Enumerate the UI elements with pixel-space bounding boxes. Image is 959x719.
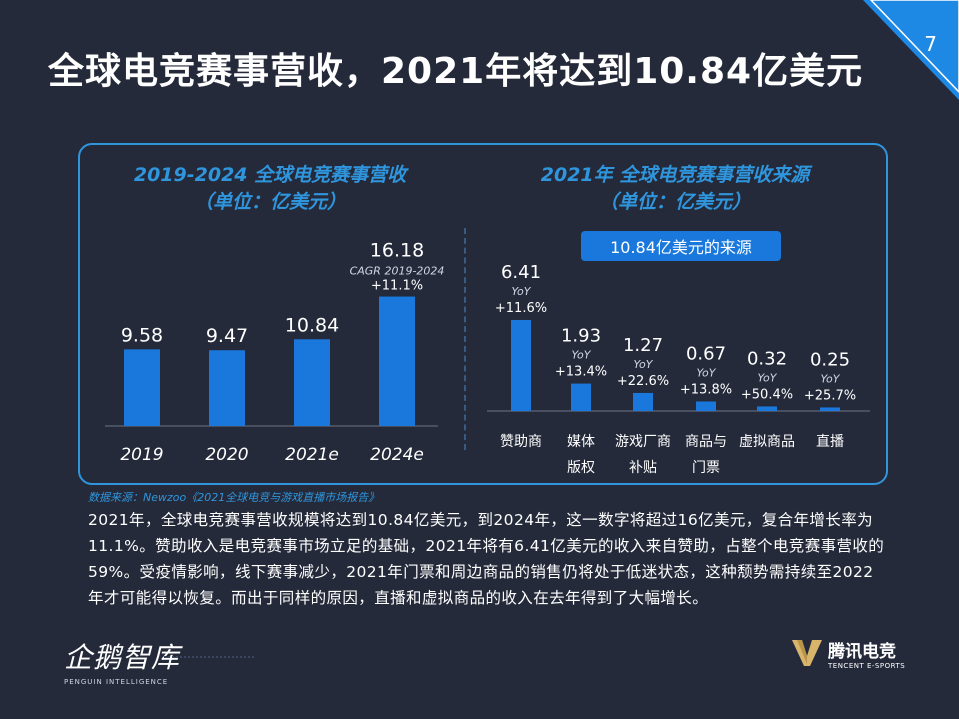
left-bar-2019 [124,349,160,426]
right-yoy-value: +13.4% [555,365,607,380]
right-yoy-label: YoY [512,285,532,298]
left-value-label: 9.58 [121,324,163,346]
right-category-label: 赞助商 [500,434,542,450]
right-bar-2 [633,392,653,411]
source-total-badge: 10.84亿美元的来源 [581,231,781,261]
right-yoy-label: YoY [572,349,592,362]
right-yoy-label: YoY [821,372,841,385]
penguin-intelligence-logo: 企鹅智库 PENGUIN INTELLIGENCE [64,636,254,686]
logo-right-cn: 腾讯电竞 [828,641,896,662]
logo-left-cn: 企鹅智库 [64,641,181,674]
right-yoy-value: +13.8% [680,382,732,397]
right-value-label: 6.41 [501,262,541,283]
right-bar-1 [571,383,591,411]
summary-paragraph: 2021年，全球电竞赛事营收规模将达到10.84亿美元，到2024年，这一数字将… [88,511,885,607]
right-category-label: 补贴 [629,460,657,476]
right-category-label: 虚拟商品 [739,434,795,450]
left-chart-subtitle: 2019-2024 全球电竞赛事营收 （单位：亿美元） [110,162,430,216]
right-value-label: 1.27 [623,335,663,356]
left-bar-2024e [379,296,415,426]
left-chart-subtitle-line1: 2019-2024 全球电竞赛事营收 [133,164,407,186]
right-yoy-value: +50.4% [741,387,793,402]
right-category-label: 版权 [567,460,595,476]
tencent-esports-logo: 腾讯电竞 TENCENT E-SPORTS [790,636,905,670]
right-yoy-value: +22.6% [617,374,669,389]
right-yoy-label: YoY [758,371,778,384]
right-category-label: 商品与 [685,434,727,450]
right-yoy-value: +11.6% [495,301,547,316]
right-value-label: 0.32 [747,348,787,369]
right-category-label: 门票 [692,460,720,476]
right-bar-4 [757,406,777,411]
right-category-label: 直播 [816,433,844,450]
page-number: 7 [924,32,937,56]
right-bar-0 [511,319,531,411]
left-bar-2021e [294,339,330,426]
corner-ribbon [863,0,959,100]
right-bar-5 [820,407,840,411]
panel-divider [464,228,466,450]
left-value-label: 9.47 [206,325,248,347]
cagr-label: CAGR 2019-2024 [350,265,445,278]
left-category-label: 2019 [120,445,163,465]
right-category-label: 游戏厂商 [615,434,671,450]
left-chart-subtitle-line2: （单位：亿美元） [193,191,346,213]
right-value-label: 0.67 [686,343,726,364]
left-category-label: 2020 [205,445,248,465]
cagr-value: +11.1% [371,279,423,294]
left-value-label: 10.84 [285,314,339,336]
right-value-label: 0.25 [810,349,850,370]
v-mark-icon [792,640,822,666]
logo-left-en: PENGUIN INTELLIGENCE [64,678,169,686]
right-bar-3 [696,401,716,411]
logo-right-en: TENCENT E-SPORTS [828,661,906,670]
data-source: 数据来源：Newzoo《2021全球电竞与游戏直播市场报告》 [88,491,380,504]
right-yoy-label: YoY [634,358,654,371]
logo-dotted-line [164,656,254,658]
page-title: 全球电竞赛事营收，2021年将达到10.84亿美元 [48,51,864,92]
right-chart-subtitle: 2021年 全球电竞赛事营收来源 （单位：亿美元） [510,162,840,216]
left-category-label: 2021e [285,445,339,465]
left-bar-2020 [209,350,245,426]
right-yoy-value: +25.7% [804,388,856,403]
right-category-label: 媒体 [567,434,595,450]
left-bar-chart: 9.58 2019 9.47 2020 10.84 2021e 2024e 16.18 CAGR… [105,240,444,465]
charts-panel [78,143,888,485]
right-chart-subtitle-line1: 2021年 全球电竞赛事营收来源 [540,164,810,186]
right-yoy-label: YoY [697,366,717,379]
right-chart-subtitle-line2: （单位：亿美元） [598,191,751,213]
left-value-label-top: 16.18 [370,240,424,262]
right-value-label: 1.93 [561,326,601,347]
left-category-label: 2024e [370,445,424,465]
